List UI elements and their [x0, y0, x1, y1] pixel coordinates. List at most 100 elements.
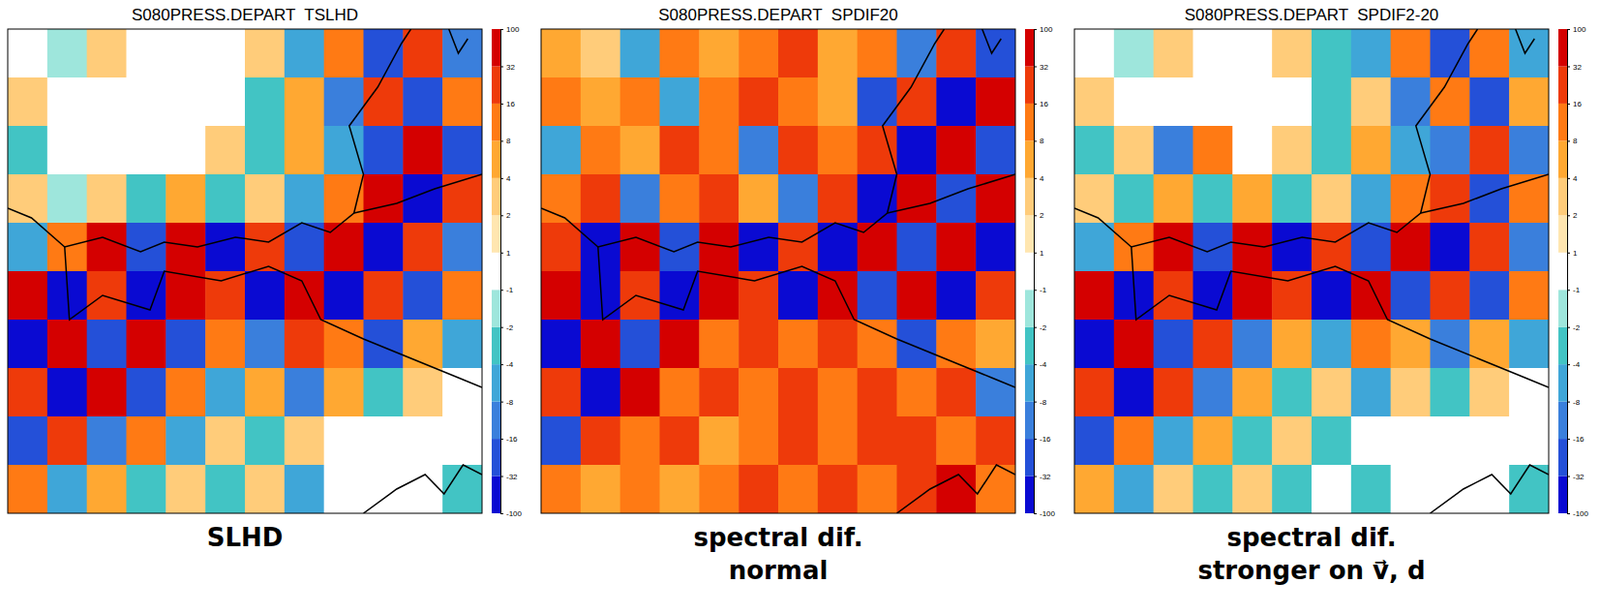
cell [1311, 319, 1352, 369]
cell [1311, 271, 1352, 321]
country-border [887, 174, 1016, 213]
cell [47, 174, 88, 224]
tick-mark [1567, 214, 1570, 216]
cell [1271, 222, 1312, 272]
tick-mark [1567, 65, 1570, 67]
tick: 100 [500, 25, 520, 34]
cell [165, 174, 206, 224]
colorbar-segment [491, 65, 501, 103]
tick: 8 [1033, 136, 1045, 146]
cell [47, 222, 88, 272]
colorbar-segment [491, 214, 501, 252]
cell [126, 125, 167, 176]
tick-mark [500, 214, 504, 216]
cell [1351, 464, 1391, 514]
tick-mark [1033, 214, 1037, 216]
colorbar-segment [1025, 401, 1034, 439]
cell [1193, 416, 1234, 466]
cell [1074, 271, 1115, 321]
country-border [598, 246, 1016, 388]
cell [402, 319, 443, 369]
cell [541, 29, 581, 79]
panel-title: S080PRESS.DEPART SPDIF2-20 [1184, 5, 1440, 25]
country-border [7, 29, 412, 252]
cell [244, 174, 285, 224]
cell [7, 416, 48, 466]
cell [87, 222, 127, 272]
cell [935, 319, 976, 369]
cell [1271, 174, 1312, 224]
colorbar-segment [1025, 289, 1034, 327]
cell [442, 319, 483, 369]
colorbar-axis-line [1034, 30, 1038, 514]
cell [126, 367, 167, 418]
cell [698, 77, 739, 127]
cell [975, 222, 1016, 272]
cell [660, 29, 700, 79]
cell [817, 319, 858, 369]
cell [698, 464, 739, 514]
cell [698, 29, 739, 79]
tick: 2 [1033, 211, 1045, 220]
colorbar-segment [1025, 29, 1034, 66]
cell [47, 367, 88, 418]
cell [1311, 222, 1352, 272]
colorbar-segment [1558, 29, 1568, 66]
cell [7, 271, 48, 321]
caption: SLHD [207, 522, 284, 552]
cell [897, 222, 937, 272]
cell [738, 222, 779, 272]
cell [402, 416, 443, 466]
plot-area [541, 29, 1016, 514]
country-border [1074, 29, 1479, 252]
cell [7, 77, 48, 127]
cell [778, 222, 818, 272]
cell [126, 222, 167, 272]
cell [1074, 464, 1115, 514]
cell [1311, 77, 1352, 127]
colorbar-segment [1558, 178, 1568, 215]
cell [1271, 125, 1312, 176]
colorbar-segment [491, 401, 501, 439]
cell [1311, 367, 1352, 418]
cell [738, 29, 779, 79]
caption: spectral dif.stronger on v⃗, d [1197, 522, 1425, 585]
colorbar-segment [1558, 327, 1568, 364]
cell [660, 416, 700, 466]
cell [580, 77, 621, 127]
cell [1232, 367, 1272, 418]
tick-label: -1 [506, 285, 514, 295]
cell [284, 319, 325, 369]
cell [1153, 271, 1194, 321]
colorbar-segment [491, 29, 501, 66]
cell [1509, 416, 1549, 466]
cell [284, 77, 325, 127]
cell [1390, 319, 1431, 369]
colorbar-segment [1558, 401, 1568, 439]
cell [1469, 29, 1510, 79]
cell [324, 125, 364, 176]
cell [165, 271, 206, 321]
cell [1074, 125, 1115, 176]
cell [1114, 367, 1154, 418]
tick: -32 [1567, 472, 1585, 482]
tick-label: -16 [1572, 434, 1585, 444]
tick-mark [1033, 513, 1037, 514]
tick-label: -8 [1039, 397, 1048, 407]
cell [1271, 464, 1312, 514]
tick: 16 [500, 99, 515, 109]
cell [975, 29, 1016, 79]
tick-mark [1033, 140, 1037, 142]
cell [1074, 367, 1115, 418]
cell [126, 174, 167, 224]
cell [1153, 464, 1194, 514]
cell [1114, 319, 1154, 369]
cell [778, 367, 818, 418]
plot-area [1074, 29, 1549, 514]
tick: -8 [1033, 397, 1048, 407]
cell [580, 367, 621, 418]
cell [87, 174, 127, 224]
cell [165, 125, 206, 176]
cell [935, 222, 976, 272]
country-border [1420, 174, 1549, 213]
